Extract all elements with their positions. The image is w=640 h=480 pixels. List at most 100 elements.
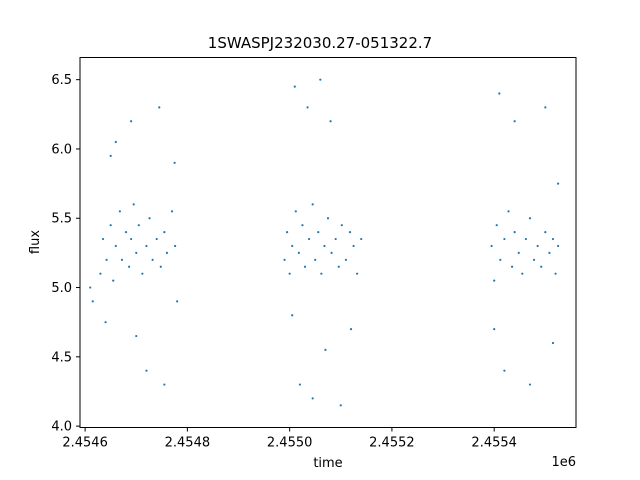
data-point bbox=[173, 161, 176, 164]
data-point bbox=[127, 265, 131, 268]
data-point bbox=[118, 210, 121, 213]
data-point bbox=[510, 265, 514, 268]
data-point bbox=[503, 237, 506, 241]
data-point bbox=[132, 203, 135, 206]
x-axis-label: time bbox=[313, 456, 342, 471]
data-point bbox=[493, 328, 496, 331]
data-point bbox=[145, 369, 148, 372]
x-tick-label: 2.4554 bbox=[471, 436, 517, 451]
data-point bbox=[283, 258, 286, 261]
data-point bbox=[551, 237, 555, 241]
data-point bbox=[495, 224, 498, 227]
data-point bbox=[317, 231, 320, 234]
data-point bbox=[155, 237, 158, 241]
data-point bbox=[148, 217, 151, 220]
data-point bbox=[544, 231, 547, 234]
data-point bbox=[557, 182, 560, 185]
y-tick-label: 6.5 bbox=[51, 73, 72, 88]
data-point bbox=[101, 237, 105, 241]
data-point bbox=[348, 231, 352, 234]
data-point bbox=[141, 272, 144, 275]
data-point bbox=[165, 251, 169, 254]
y-tick-label: 4.0 bbox=[51, 420, 72, 435]
data-point bbox=[288, 272, 291, 275]
data-point bbox=[352, 244, 355, 248]
plot-area-frame bbox=[79, 57, 577, 428]
data-point bbox=[176, 300, 179, 303]
data-point bbox=[114, 244, 117, 248]
data-point bbox=[356, 272, 359, 275]
x-tick-label: 2.4552 bbox=[369, 436, 415, 451]
data-point bbox=[291, 314, 294, 317]
data-point bbox=[330, 251, 333, 254]
data-point bbox=[540, 265, 543, 268]
data-point bbox=[498, 92, 501, 95]
data-point bbox=[124, 231, 128, 234]
data-point bbox=[339, 404, 342, 407]
data-point bbox=[329, 120, 332, 123]
data-point bbox=[521, 272, 524, 275]
y-tick-label: 5.0 bbox=[51, 281, 72, 296]
data-point bbox=[551, 341, 555, 345]
y-tick-label: 4.5 bbox=[51, 350, 72, 365]
data-point bbox=[137, 224, 140, 227]
data-point bbox=[158, 106, 161, 109]
data-point bbox=[135, 334, 138, 338]
data-point bbox=[344, 258, 347, 261]
data-point bbox=[112, 279, 115, 282]
data-point bbox=[151, 258, 154, 261]
data-point bbox=[297, 251, 300, 254]
data-point bbox=[306, 106, 309, 109]
y-tick-label: 5.5 bbox=[51, 212, 72, 227]
x-tick-label: 2.4548 bbox=[165, 436, 211, 451]
x-tick-label: 2.4550 bbox=[267, 436, 313, 451]
data-point bbox=[517, 251, 520, 254]
data-point bbox=[557, 244, 560, 248]
data-point bbox=[294, 210, 297, 213]
data-point bbox=[320, 272, 323, 275]
data-point bbox=[114, 140, 117, 144]
data-point bbox=[507, 210, 510, 213]
y-axis-label: flux bbox=[28, 230, 43, 254]
data-point bbox=[326, 217, 330, 220]
x-tick-label: 2.4546 bbox=[62, 436, 108, 451]
data-point bbox=[130, 120, 133, 123]
data-point bbox=[307, 237, 311, 241]
data-point bbox=[528, 217, 532, 220]
data-point bbox=[340, 224, 343, 227]
data-point bbox=[360, 237, 363, 241]
x-axis-offset-label: 1e6 bbox=[551, 455, 576, 470]
data-point bbox=[513, 231, 516, 234]
chart-title: 1SWASPJ232030.27-051322.7 bbox=[208, 34, 432, 52]
data-point bbox=[291, 244, 294, 248]
data-point bbox=[303, 265, 307, 268]
data-point bbox=[159, 265, 162, 268]
data-point bbox=[524, 237, 527, 241]
data-point bbox=[130, 237, 133, 241]
data-point bbox=[319, 78, 322, 81]
data-point bbox=[334, 237, 337, 241]
data-point bbox=[89, 286, 92, 289]
data-point bbox=[323, 244, 326, 248]
y-tick-label: 6.0 bbox=[51, 142, 72, 157]
data-point bbox=[499, 258, 502, 261]
data-point bbox=[120, 258, 124, 261]
data-point bbox=[109, 224, 112, 227]
data-point bbox=[163, 383, 166, 386]
data-point bbox=[324, 348, 327, 351]
data-point bbox=[170, 210, 174, 213]
data-point bbox=[544, 106, 547, 109]
points-layer bbox=[89, 78, 560, 407]
data-point bbox=[99, 272, 102, 275]
data-point bbox=[91, 300, 94, 303]
data-point bbox=[301, 224, 304, 227]
data-point bbox=[548, 251, 551, 254]
data-point bbox=[163, 231, 166, 234]
data-point bbox=[554, 272, 557, 275]
data-point bbox=[311, 397, 314, 400]
data-point bbox=[493, 279, 496, 282]
x-axis-ticks: 2.4546 2.4548 2.4550 2.4552 2.4554 bbox=[62, 427, 517, 451]
data-point bbox=[349, 328, 353, 331]
